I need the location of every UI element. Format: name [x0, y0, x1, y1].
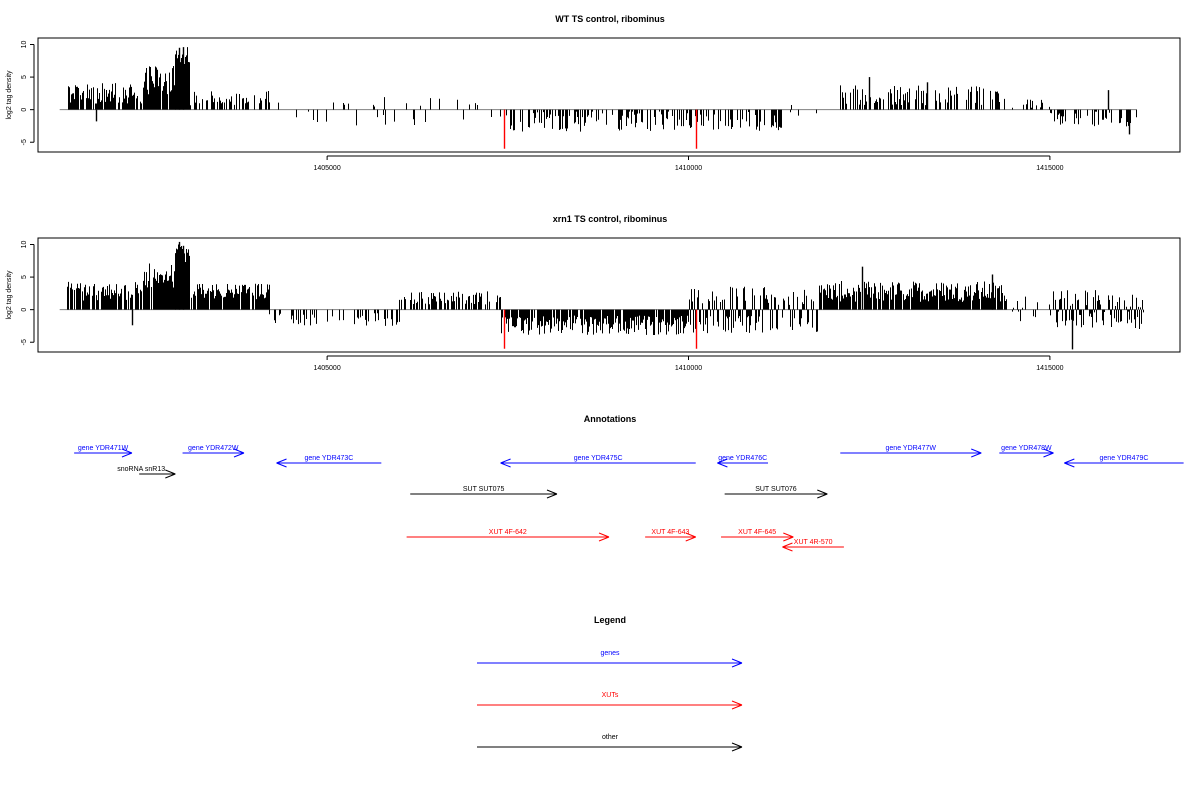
y-axis-label: log2 tag density: [6, 270, 13, 320]
axes: -5 0 5 10 1405000 1410000 1415000: [21, 241, 1064, 372]
feature-label: XUT 4R-570: [794, 539, 833, 546]
feature-label: XUT 4F-642: [489, 529, 527, 536]
y-tick-label: -5: [21, 139, 28, 145]
feature-sut-sut075: SUT SUT075: [410, 486, 558, 499]
y-axis-label: log2 tag density: [6, 70, 13, 120]
feature-label: SUT SUT075: [463, 486, 505, 493]
legend-title: Legend: [594, 615, 626, 625]
y-tick-label: 5: [21, 75, 28, 79]
annotations-title: Annotations: [584, 414, 637, 424]
x-tick-label: 1410000: [675, 165, 702, 172]
legend-entries: genes XUTs other: [477, 650, 743, 752]
y-tick-label: 10: [21, 241, 28, 249]
feature-xut-4r-570: XUT 4R-570: [782, 539, 844, 552]
feature-label: XUT 4F-645: [738, 529, 776, 536]
x-tick-label: 1410000: [675, 365, 702, 372]
legend: Legend genes XUTs other: [477, 615, 743, 752]
axes: -5 0 5 10 1405000 1410000 1415000: [21, 41, 1064, 172]
y-tick-label: 10: [21, 41, 28, 49]
feature-xut-4f-643: XUT 4F-643: [645, 529, 696, 542]
feature-gene-ydr476c: gene YDR476C: [717, 455, 769, 468]
feature-sut-sut076: SUT SUT076: [724, 486, 828, 499]
feature-xut-4f-642: XUT 4F-642: [406, 529, 610, 542]
feature-label: snoRNA snR13: [117, 466, 165, 473]
legend-entry-other: other: [477, 734, 743, 752]
feature-gene-ydr478w: gene YDR478W: [999, 445, 1054, 458]
wt-coverage-panel: WT TS control, ribominus log2 tag densit…: [6, 14, 1181, 172]
x-tick-label: 1405000: [313, 365, 340, 372]
feature-label: gene YDR473C: [304, 455, 353, 462]
feature-gene-ydr473c: gene YDR473C: [276, 455, 382, 468]
y-tick-label: 0: [21, 108, 28, 112]
feature-gene-ydr472w: gene YDR472W: [182, 445, 245, 458]
y-tick-label: 5: [21, 275, 28, 279]
x-tick-label: 1415000: [1036, 365, 1063, 372]
feature-gene-ydr477w: gene YDR477W: [840, 445, 982, 458]
feature-label: gene YDR479C: [1100, 455, 1149, 462]
plot-frame: [37, 237, 1181, 353]
y-tick-label: -5: [21, 339, 28, 345]
feature-label: gene YDR478W: [1001, 445, 1052, 452]
x-tick-label: 1415000: [1036, 165, 1063, 172]
feature-label: gene YDR475C: [574, 455, 623, 462]
feature-gene-ydr479c: gene YDR479C: [1064, 455, 1184, 468]
feature-gene-ydr471w: gene YDR471W: [74, 445, 133, 458]
feature-xut-4f-645: XUT 4F-645: [721, 529, 794, 542]
legend-label: genes: [600, 650, 620, 657]
x-tick-label: 1405000: [313, 165, 340, 172]
feature-label: gene YDR471W: [78, 445, 129, 452]
legend-label: XUTs: [602, 692, 619, 699]
feature-label: gene YDR472W: [188, 445, 239, 452]
coverage-bars: [59, 241, 1144, 350]
coverage-bars: [59, 47, 1137, 149]
feature-label: XUT 4F-643: [651, 529, 689, 536]
legend-entry-xut: XUTs: [477, 692, 743, 710]
feature-gene-ydr475c: gene YDR475C: [500, 455, 696, 468]
y-tick-label: 0: [21, 308, 28, 312]
legend-label: other: [602, 734, 619, 741]
panel-title: WT TS control, ribominus: [555, 14, 665, 24]
feature-label: SUT SUT076: [755, 486, 797, 493]
xrn1-coverage-panel: xrn1 TS control, ribominus log2 tag dens…: [6, 214, 1181, 372]
annotations-track: Annotations gene YDR471W gene YDR472Wgene…: [74, 414, 1184, 552]
feature-label: gene YDR477W: [886, 445, 937, 452]
feature-snorna-snr13: snoRNA snR13: [117, 466, 176, 479]
plot-frame: [37, 37, 1181, 153]
feature-label: gene YDR476C: [718, 455, 767, 462]
panel-title: xrn1 TS control, ribominus: [553, 214, 668, 224]
feature-arrows: gene YDR471W gene YDR472W gene YDR473C gene…: [74, 445, 1184, 552]
legend-entry-gene: genes: [477, 650, 743, 668]
